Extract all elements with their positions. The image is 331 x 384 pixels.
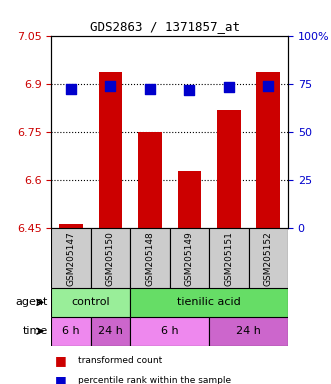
Point	[187, 86, 192, 93]
FancyBboxPatch shape	[51, 288, 130, 317]
Point	[265, 83, 271, 89]
Point	[226, 84, 231, 90]
Point	[69, 86, 74, 93]
Text: tienilic acid: tienilic acid	[177, 297, 241, 308]
Bar	[59, 224, 83, 228]
FancyBboxPatch shape	[130, 288, 288, 317]
Bar	[177, 171, 201, 228]
FancyBboxPatch shape	[130, 317, 209, 346]
Text: GDS2863 / 1371857_at: GDS2863 / 1371857_at	[90, 20, 241, 33]
FancyBboxPatch shape	[169, 228, 209, 288]
Text: agent: agent	[16, 297, 48, 308]
FancyBboxPatch shape	[91, 317, 130, 346]
Bar	[257, 72, 280, 228]
FancyBboxPatch shape	[51, 317, 91, 346]
Text: GSM205148: GSM205148	[145, 231, 155, 286]
Text: GSM205151: GSM205151	[224, 231, 233, 286]
Text: time: time	[23, 326, 48, 336]
Text: ■: ■	[55, 374, 66, 384]
FancyBboxPatch shape	[209, 317, 288, 346]
Text: ■: ■	[55, 354, 66, 367]
Text: 6 h: 6 h	[62, 326, 80, 336]
Text: transformed count: transformed count	[78, 356, 162, 366]
Text: 6 h: 6 h	[161, 326, 178, 336]
Text: GSM205147: GSM205147	[67, 231, 75, 286]
FancyBboxPatch shape	[209, 228, 249, 288]
Text: GSM205152: GSM205152	[264, 231, 273, 286]
Bar	[217, 110, 241, 228]
Text: 24 h: 24 h	[236, 326, 261, 336]
Text: GSM205150: GSM205150	[106, 231, 115, 286]
FancyBboxPatch shape	[130, 228, 169, 288]
Text: GSM205149: GSM205149	[185, 231, 194, 286]
FancyBboxPatch shape	[51, 228, 91, 288]
Point	[147, 86, 153, 92]
Bar	[138, 132, 162, 228]
Point	[108, 83, 113, 89]
Text: 24 h: 24 h	[98, 326, 123, 336]
FancyBboxPatch shape	[249, 228, 288, 288]
Bar	[99, 72, 122, 228]
Text: control: control	[71, 297, 110, 308]
FancyBboxPatch shape	[91, 228, 130, 288]
Text: percentile rank within the sample: percentile rank within the sample	[78, 376, 231, 384]
